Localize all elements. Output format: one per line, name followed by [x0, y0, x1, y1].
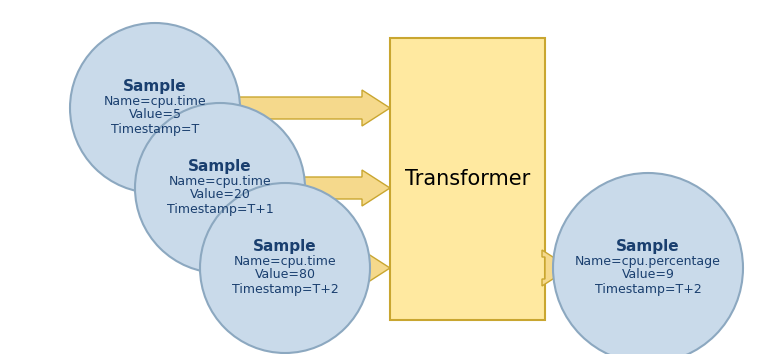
Text: Name=cpu.percentage: Name=cpu.percentage — [575, 255, 721, 268]
Text: Sample: Sample — [188, 160, 252, 175]
Text: Timestamp=T+1: Timestamp=T+1 — [167, 202, 273, 216]
FancyArrow shape — [230, 90, 390, 126]
Text: Transformer: Transformer — [405, 169, 530, 189]
Text: Sample: Sample — [123, 80, 187, 95]
FancyBboxPatch shape — [390, 38, 545, 320]
Circle shape — [200, 183, 370, 353]
Circle shape — [70, 23, 240, 193]
Text: Timestamp=T+2: Timestamp=T+2 — [594, 282, 702, 296]
Text: Timestamp=T+2: Timestamp=T+2 — [232, 282, 338, 296]
Circle shape — [553, 173, 743, 354]
Text: Value=20: Value=20 — [190, 188, 250, 201]
FancyArrow shape — [542, 250, 570, 286]
Text: Name=cpu.time: Name=cpu.time — [104, 95, 207, 108]
Text: Value=5: Value=5 — [129, 108, 181, 121]
Text: Value=80: Value=80 — [255, 268, 315, 281]
Text: Name=cpu.time: Name=cpu.time — [169, 175, 272, 188]
Text: Sample: Sample — [616, 240, 680, 255]
Circle shape — [135, 103, 305, 273]
Text: Name=cpu.time: Name=cpu.time — [233, 255, 337, 268]
Text: Value=9: Value=9 — [621, 268, 675, 281]
FancyArrow shape — [360, 250, 390, 286]
Text: Sample: Sample — [253, 240, 317, 255]
FancyArrow shape — [295, 170, 390, 206]
Text: Timestamp=T: Timestamp=T — [111, 122, 199, 136]
